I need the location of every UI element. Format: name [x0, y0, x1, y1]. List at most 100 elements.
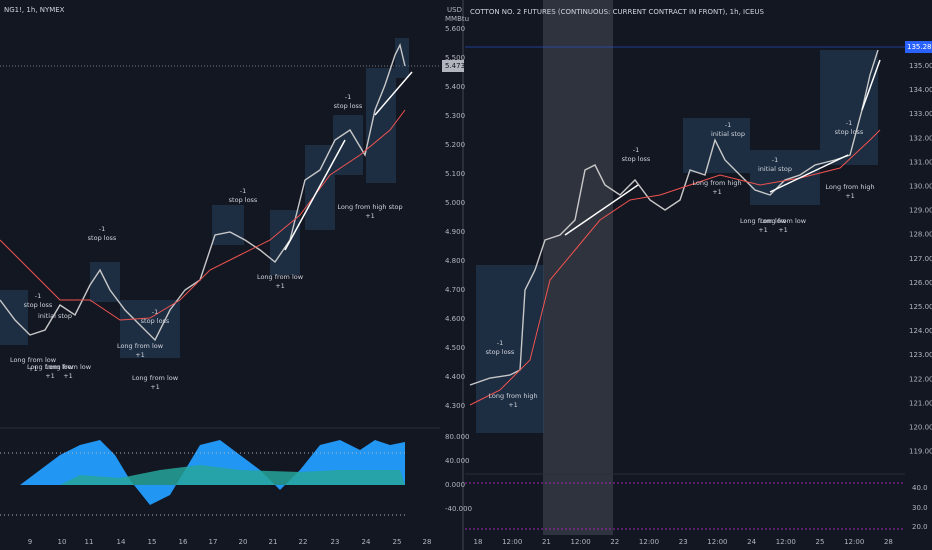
- annotation: -1: [725, 121, 731, 129]
- annotation: -1: [152, 308, 158, 316]
- indicator-label: 40.000: [445, 457, 470, 465]
- annotation: +1: [758, 226, 768, 234]
- trend-arrow: [284, 139, 346, 251]
- time-label: 15: [148, 538, 157, 546]
- annotation: Long from low: [760, 217, 807, 225]
- annotation: stop loss: [88, 234, 117, 242]
- annotation: stop loss: [835, 128, 864, 136]
- price-label: 120.00: [909, 424, 932, 432]
- time-label: 18: [474, 538, 483, 546]
- annotation: +1: [365, 212, 375, 220]
- annotation: -1: [99, 225, 105, 233]
- price-label: 135.00: [909, 62, 932, 70]
- last-price: 5.473: [445, 62, 465, 70]
- time-label: 28: [884, 538, 893, 546]
- time-label: 12:00: [502, 538, 522, 546]
- price-label: 132.00: [909, 134, 932, 142]
- price-label: 134.00: [909, 86, 932, 94]
- annotation: Long from low: [27, 363, 74, 371]
- price-label: 4.300: [445, 402, 465, 410]
- price-label: 128.00: [909, 231, 932, 239]
- annotation: Long from low: [132, 374, 179, 382]
- annotation: -1: [35, 292, 41, 300]
- annotation: initial stop: [711, 130, 745, 138]
- annotation: -1: [345, 93, 351, 101]
- time-label: 22: [299, 538, 308, 546]
- annotation: stop loss: [486, 348, 515, 356]
- time-label: 14: [117, 538, 126, 546]
- symbol-title: NG1!, 1h, NYMEX: [4, 6, 65, 14]
- price-label: 119.00: [909, 448, 932, 456]
- price-label: 4.600: [445, 315, 465, 323]
- annotation: Long from high: [488, 392, 537, 400]
- annotation: +1: [45, 372, 55, 380]
- price-label: 5.000: [445, 199, 465, 207]
- currency: USD: [447, 6, 462, 14]
- unit: MMBtu: [445, 15, 469, 23]
- time-label: 11: [85, 538, 94, 546]
- time-label: 22: [610, 538, 619, 546]
- price-label: 5.200: [445, 141, 465, 149]
- price-label: 4.400: [445, 373, 465, 381]
- time-label: 16: [179, 538, 188, 546]
- last-price: 135.28: [907, 43, 932, 51]
- price-path: [469, 49, 879, 386]
- annotation: stop loss: [622, 155, 651, 163]
- annotation: -1: [846, 119, 852, 127]
- annotation: -1: [497, 339, 503, 347]
- price-label: 5.500: [445, 54, 465, 62]
- annotation: Long from low: [10, 356, 57, 364]
- annotation: Long from low: [257, 273, 304, 281]
- price-label: 4.900: [445, 228, 465, 236]
- moving-average: [0, 109, 406, 321]
- price-label: 127.00: [909, 255, 932, 263]
- price-label: 5.600: [445, 25, 465, 33]
- price-label: 5.400: [445, 83, 465, 91]
- time-label: 25: [393, 538, 402, 546]
- moving-average: [469, 129, 881, 406]
- price-label: 4.500: [445, 344, 465, 352]
- time-label: 23: [331, 538, 340, 546]
- price-label: 129.00: [909, 207, 932, 215]
- annotation: Long from low: [45, 363, 92, 371]
- annotation: +1: [28, 365, 38, 373]
- time-label: 10: [58, 538, 67, 546]
- annotation: initial stop: [758, 165, 792, 173]
- time-label: 20: [239, 538, 248, 546]
- last-price-badge: [442, 60, 464, 72]
- indicator-label: -40.000: [445, 505, 472, 513]
- price-label: 122.00: [909, 375, 932, 383]
- annotation: Long from high: [825, 183, 874, 191]
- price-label: 121.00: [909, 399, 932, 407]
- annotation: stop loss: [141, 317, 170, 325]
- time-label: 17: [209, 538, 218, 546]
- annotation: -1: [772, 156, 778, 164]
- indicator-label: 0.000: [445, 481, 465, 489]
- indicator-area: [60, 465, 405, 485]
- time-label: 9: [28, 538, 32, 546]
- annotation: stop loss: [24, 301, 53, 309]
- annotation: Long from high: [692, 179, 741, 187]
- annotation: -1: [240, 187, 246, 195]
- time-label: 24: [747, 538, 756, 546]
- annotation: initial stop: [38, 312, 72, 320]
- annotation: +1: [150, 383, 160, 391]
- annotation: +1: [275, 282, 285, 290]
- price-label: 130.00: [909, 183, 932, 191]
- annotation: stop loss: [229, 196, 258, 204]
- time-label: 12:00: [571, 538, 591, 546]
- time-label: 25: [816, 538, 825, 546]
- annotation: Long from low: [740, 217, 787, 225]
- time-label: 12:00: [844, 538, 864, 546]
- trend-arrow: [861, 59, 881, 111]
- price-label: 4.800: [445, 257, 465, 265]
- time-label: 21: [542, 538, 551, 546]
- time-label: 28: [423, 538, 432, 546]
- annotation: +1: [712, 188, 722, 196]
- price-label: 4.700: [445, 286, 465, 294]
- time-label: 24: [362, 538, 371, 546]
- last-price-badge: [905, 41, 932, 53]
- price-label: 124.00: [909, 327, 932, 335]
